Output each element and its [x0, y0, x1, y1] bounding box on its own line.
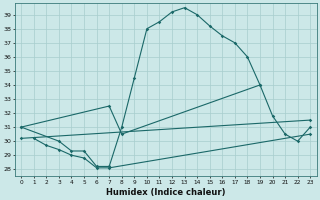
X-axis label: Humidex (Indice chaleur): Humidex (Indice chaleur)	[106, 188, 226, 197]
